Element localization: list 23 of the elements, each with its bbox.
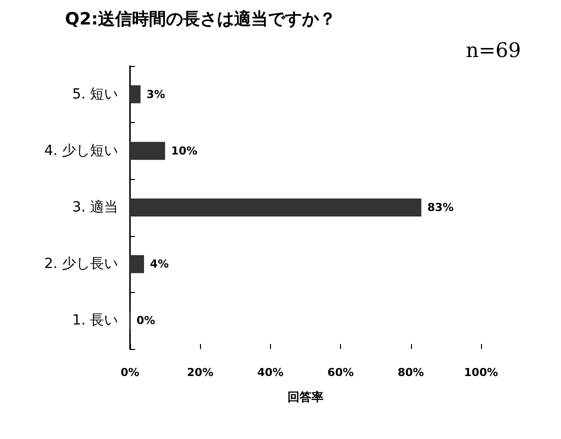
x-tick-label: 60% (327, 366, 354, 379)
x-tick-label: 80% (398, 366, 424, 379)
x-tick-label: 20% (187, 366, 214, 379)
bar (130, 255, 144, 274)
bar (130, 142, 166, 160)
bar (130, 198, 422, 216)
x-tick-label: 0% (120, 366, 140, 379)
data-label: 10% (171, 144, 198, 158)
data-label: 3% (146, 88, 166, 101)
bar (130, 85, 141, 104)
chart-title: Q2:送信時間の長さは適当ですか？ (65, 10, 336, 30)
x-tick-label: 40% (257, 366, 284, 379)
x-tick-label: 100% (464, 366, 498, 379)
data-label: 0% (136, 314, 156, 328)
x-axis-title: 回答率 (288, 390, 324, 404)
text: n=69 (466, 38, 522, 62)
y-tick-label: 1. 長い (72, 312, 118, 329)
data-label: 83% (427, 201, 454, 214)
y-tick-label: 3. 適当 (72, 200, 118, 216)
y-tick-label: 5. 短い (72, 86, 118, 102)
y-tick-label: 4. 少し短い (44, 142, 118, 159)
data-label: 4% (150, 258, 169, 271)
y-tick-label: 2. 少し長い (44, 256, 118, 272)
